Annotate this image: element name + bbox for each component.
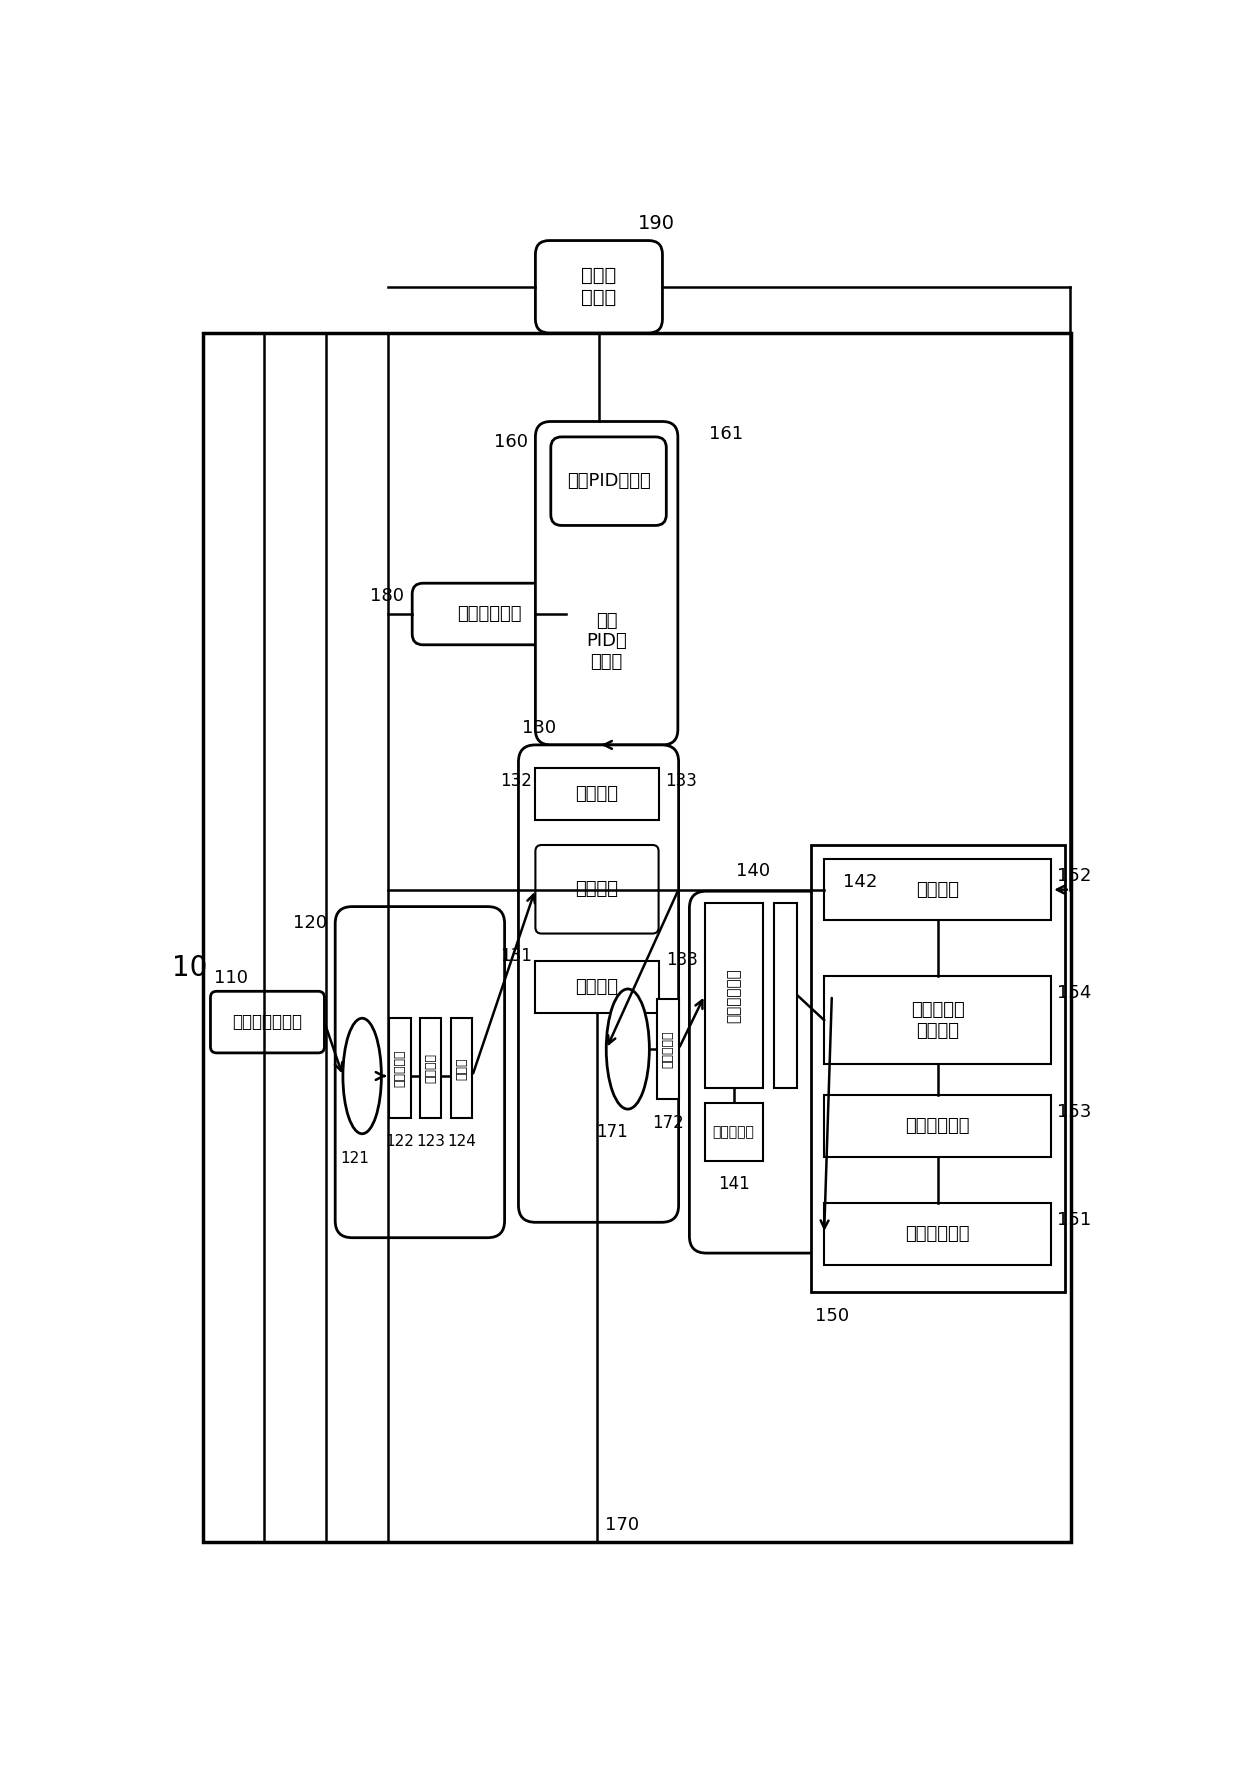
Text: 190: 190 [637,214,675,233]
Bar [811,846,1065,1292]
Bar [536,961,658,1013]
Text: 射频线圈: 射频线圈 [575,977,619,995]
Bar [825,1203,1052,1264]
FancyBboxPatch shape [536,846,658,933]
Text: 抽运光生成模块: 抽运光生成模块 [232,1013,303,1031]
Text: 光电二极管: 光电二极管 [713,1125,755,1139]
Bar [825,1095,1052,1157]
Text: 152: 152 [1058,867,1092,885]
Text: 172: 172 [652,1114,683,1132]
Text: 玻璃片: 玻璃片 [455,1057,467,1079]
Text: 151: 151 [1058,1210,1091,1228]
Text: 终调控
制模块: 终调控 制模块 [582,267,616,308]
Bar [704,1104,763,1161]
Text: 153: 153 [1058,1104,1092,1121]
Text: 161: 161 [708,425,743,443]
Ellipse shape [343,1018,382,1134]
Bar [450,1018,472,1118]
Text: 加热装置: 加热装置 [575,785,619,803]
FancyBboxPatch shape [536,422,678,744]
Text: 模糊
PID控
制模块: 模糊 PID控 制模块 [587,612,627,671]
Text: 122: 122 [386,1134,414,1148]
Bar [389,1018,410,1118]
Text: 132: 132 [500,773,532,790]
Text: 第二滤光片: 第二滤光片 [661,1031,675,1068]
Bar [203,333,1071,1541]
Text: 124: 124 [448,1134,476,1148]
Text: 放大滤波单元: 放大滤波单元 [905,1225,970,1242]
Text: 姿态补偿模块: 姿态补偿模块 [458,605,522,623]
Bar [825,860,1052,920]
FancyBboxPatch shape [518,744,678,1223]
Bar [825,975,1052,1064]
Text: 110: 110 [215,970,248,988]
Ellipse shape [606,990,650,1109]
Bar [704,902,763,1088]
Text: 141: 141 [718,1175,749,1193]
Text: 线偏振片: 线偏振片 [424,1054,438,1084]
Text: 154: 154 [1058,984,1092,1002]
Bar [420,1018,441,1118]
Text: 150: 150 [815,1307,849,1324]
Text: 171: 171 [596,1123,629,1141]
Text: 模糊PID控制器: 模糊PID控制器 [567,472,651,490]
Text: 160: 160 [494,433,528,450]
Text: 140: 140 [735,862,770,879]
Bar [536,767,658,821]
Text: 121: 121 [340,1150,368,1166]
Text: 10: 10 [172,954,207,983]
FancyBboxPatch shape [412,584,567,644]
Text: 磁共振频率
测量单元: 磁共振频率 测量单元 [911,1000,965,1040]
Bar [657,999,678,1098]
Text: 131: 131 [500,947,532,965]
Text: 133: 133 [666,951,698,970]
Text: 133: 133 [665,773,697,790]
Bar [774,902,797,1088]
Text: 120: 120 [294,915,327,933]
FancyBboxPatch shape [551,436,666,525]
Text: 130: 130 [522,719,557,737]
Text: 123: 123 [417,1134,445,1148]
Text: 170: 170 [605,1517,639,1534]
Text: 第一滤光片: 第一滤光片 [393,1050,407,1088]
Text: 铷吸收室: 铷吸收室 [575,881,619,899]
Text: 180: 180 [371,587,404,605]
FancyBboxPatch shape [335,906,505,1237]
Text: 142: 142 [843,874,878,892]
Text: 计算单元: 计算单元 [916,881,960,899]
Text: 光电转换电路: 光电转换电路 [727,968,742,1022]
Text: 自激振荡单元: 自激振荡单元 [905,1118,970,1136]
FancyBboxPatch shape [689,892,832,1253]
FancyBboxPatch shape [536,240,662,333]
FancyBboxPatch shape [211,991,325,1054]
